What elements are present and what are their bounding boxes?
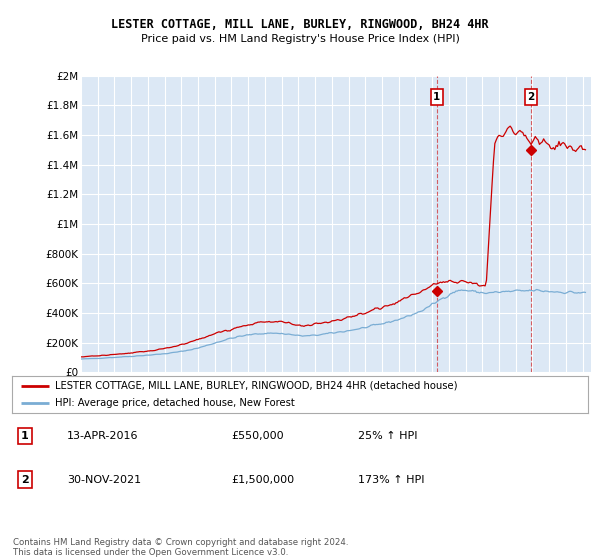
Text: £550,000: £550,000 [231, 431, 284, 441]
Text: HPI: Average price, detached house, New Forest: HPI: Average price, detached house, New … [55, 398, 295, 408]
Text: Contains HM Land Registry data © Crown copyright and database right 2024.
This d: Contains HM Land Registry data © Crown c… [13, 538, 349, 557]
Text: 30-NOV-2021: 30-NOV-2021 [67, 474, 141, 484]
Text: 2: 2 [527, 92, 535, 102]
Text: £1,500,000: £1,500,000 [231, 474, 294, 484]
Text: 13-APR-2016: 13-APR-2016 [67, 431, 138, 441]
Text: 1: 1 [433, 92, 440, 102]
Text: Price paid vs. HM Land Registry's House Price Index (HPI): Price paid vs. HM Land Registry's House … [140, 34, 460, 44]
Text: 1: 1 [21, 431, 29, 441]
Text: LESTER COTTAGE, MILL LANE, BURLEY, RINGWOOD, BH24 4HR: LESTER COTTAGE, MILL LANE, BURLEY, RINGW… [111, 18, 489, 31]
Text: 173% ↑ HPI: 173% ↑ HPI [358, 474, 424, 484]
Text: 2: 2 [21, 474, 29, 484]
Text: LESTER COTTAGE, MILL LANE, BURLEY, RINGWOOD, BH24 4HR (detached house): LESTER COTTAGE, MILL LANE, BURLEY, RINGW… [55, 381, 458, 391]
Text: 25% ↑ HPI: 25% ↑ HPI [358, 431, 417, 441]
